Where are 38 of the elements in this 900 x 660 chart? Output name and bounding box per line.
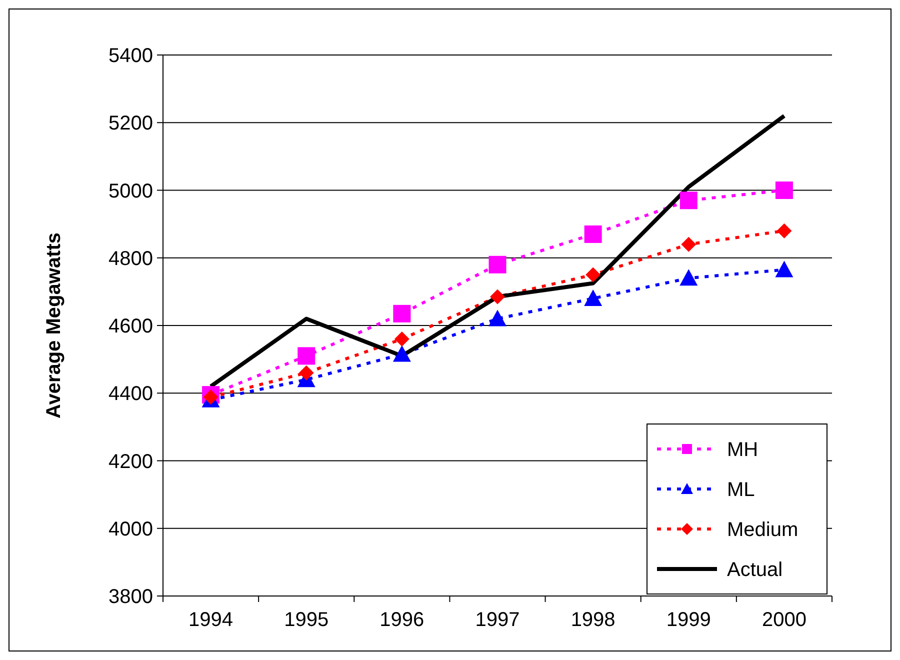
y-tick-label: 4200 [108,450,153,473]
y-tick-label: 4600 [108,316,153,338]
y-tick-label: 5400 [108,45,153,67]
point [681,236,696,252]
x-tick-label: 2000 [762,609,806,631]
point [298,347,316,365]
point [586,267,601,282]
point [584,225,602,243]
y-tick-label: 3800 [108,586,153,608]
legend-label: Medium [727,519,798,541]
point [298,365,314,380]
y-tick-label: 4400 [108,383,153,406]
y-tick-label: 5000 [108,180,153,202]
x-tick-label: 1999 [666,609,711,631]
point [488,256,506,274]
legend-label: ML [727,479,755,501]
point [490,289,505,304]
legend-label: Actual [727,559,783,581]
point [488,310,506,326]
point [776,223,792,238]
point [775,182,793,199]
point [680,269,698,286]
point [775,260,794,278]
legend-label: MH [727,439,758,461]
x-tick-label: 1996 [380,609,424,631]
point [584,289,602,306]
point [680,192,698,210]
point [394,332,410,347]
x-tick-label: 1997 [475,609,520,631]
y-axis-title: Average Megawatts [43,232,65,418]
y-tick-label: 5200 [108,112,153,135]
point [393,304,411,322]
y-tick-label: 4000 [108,518,153,540]
x-tick-label: 1995 [284,609,329,631]
x-tick-label: 1998 [570,609,616,631]
point [392,345,411,362]
x-tick-label: 1994 [188,609,234,631]
y-tick-label: 4800 [108,248,153,270]
